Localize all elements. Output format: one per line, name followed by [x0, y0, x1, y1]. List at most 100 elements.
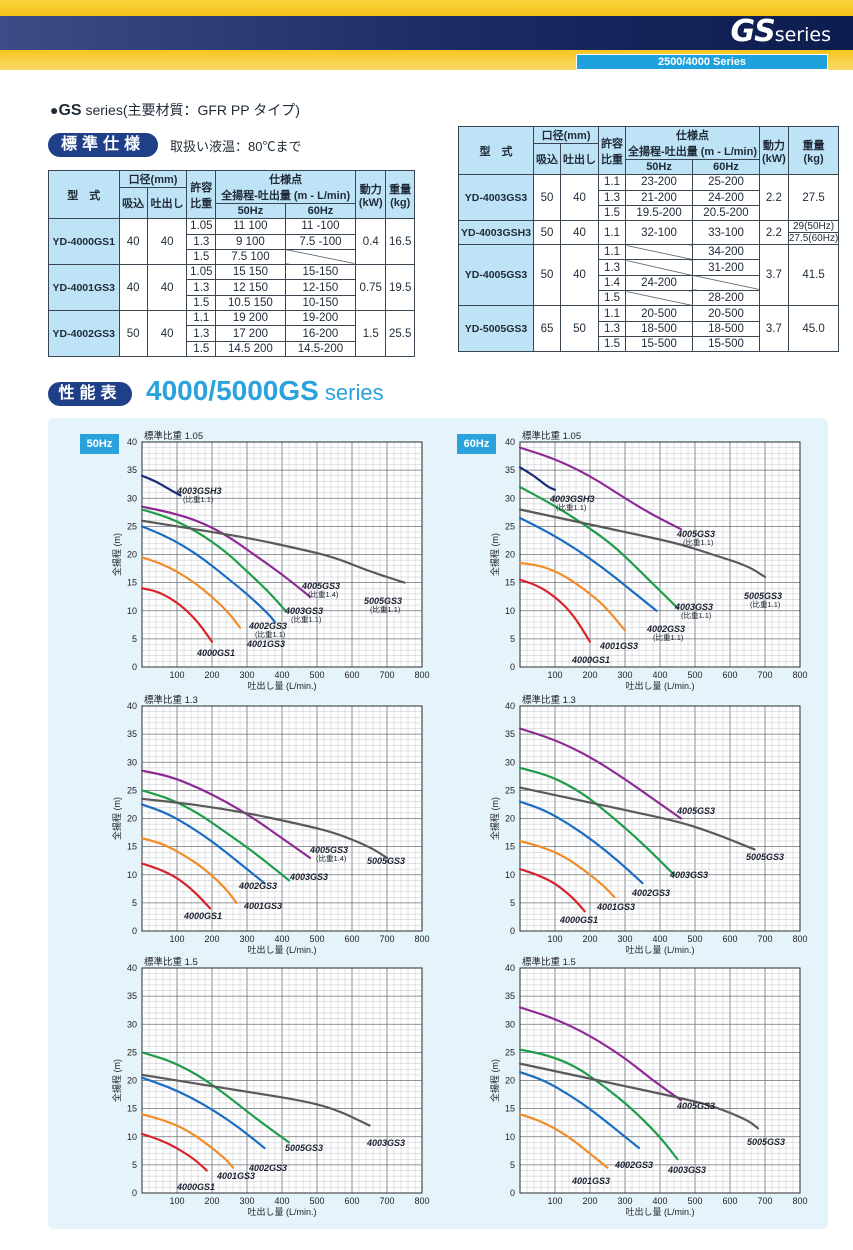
liquid-temp-note: 取扱い液温：80℃まで — [170, 139, 302, 154]
curve-label: 4005GS3 — [301, 581, 340, 591]
hz-tag-60: 60Hz — [457, 434, 496, 454]
y-tick-label: 15 — [127, 1104, 137, 1114]
series-4003GSH3 — [140, 474, 182, 497]
spec-section-label: 標準仕様 — [48, 133, 158, 157]
curve-label: 4003GS3 — [366, 1138, 405, 1148]
cell-suction: 50 — [533, 220, 562, 246]
cell-power: 2.2 — [758, 174, 789, 222]
x-tick-label: 500 — [687, 670, 702, 680]
y-tick-label: 40 — [127, 963, 137, 973]
cell-suction: 40 — [118, 218, 148, 266]
series-4005GS3 — [518, 1006, 683, 1102]
cell-power: 1.5 — [355, 310, 387, 357]
cell-50hz: 23-200 — [625, 174, 694, 191]
x-tick-label: 600 — [722, 670, 737, 680]
y-tick-label: 40 — [505, 701, 515, 711]
cell-sg: 1.5 — [186, 248, 217, 266]
table-row: 1.3 21-200 24-200 — [459, 189, 839, 206]
y-tick-label: 25 — [127, 1047, 137, 1057]
plot-border — [519, 705, 801, 932]
cell-sg: 1.1 — [186, 310, 217, 327]
cell-60hz: 15-500 — [692, 335, 760, 353]
table-row: YD-4002GS3 50 40 1.1 19 200 19-200 1.5 25.5 — [48, 310, 415, 357]
series-4003GS3 — [518, 1048, 679, 1161]
hz-tag-50: 50Hz — [80, 434, 119, 454]
table-row: 1.5 14.5 200 14.5-200 — [49, 340, 415, 357]
x-tick-label: 200 — [204, 670, 219, 680]
curve-label: 4003GSH3 — [176, 486, 222, 496]
y-tick-label: 35 — [127, 465, 137, 475]
table-row: YD-4005GS3 50 40 1.1 34-200 3.7 41.5 — [457, 244, 840, 307]
y-tick-label: 5 — [510, 634, 515, 644]
curve-sublabel: (比重1.1) — [370, 604, 401, 614]
series-4002GS3 — [518, 516, 658, 612]
cell-60hz: 20-500 — [692, 305, 760, 322]
series-4002GS3 — [518, 800, 644, 885]
cell-sg: 1.3 — [186, 279, 217, 296]
series-4000GS1 — [518, 868, 586, 913]
curve-label: 5005GS3 — [746, 852, 784, 862]
cell-discharge: 50 — [560, 305, 600, 353]
x-tick-label: 100 — [547, 670, 562, 680]
table-row: 1.5 7.5 100 — [49, 248, 415, 266]
curve-sublabel: (比重1.4) — [308, 589, 339, 599]
y-tick-label: 15 — [127, 578, 137, 588]
y-tick-label: 0 — [132, 1188, 137, 1198]
y-tick-label: 15 — [505, 578, 515, 588]
y-axis-label: 全揚程 (m) — [111, 533, 122, 576]
curve-label: 4001GS3 — [596, 902, 635, 912]
curve-label: 4001GS3 — [571, 1176, 610, 1186]
cell-sg: 1.3 — [186, 233, 217, 250]
cell-50hz: 18-500 — [625, 320, 694, 337]
table-row: YD-4000GS1 40 40 1.05 11 100 11 -100 0.4 16.5 — [48, 218, 415, 266]
y-tick-label: 15 — [505, 1104, 515, 1114]
table-row: 1.5 10.5 150 10-150 — [49, 294, 415, 312]
cell-suction: 50 — [533, 174, 562, 222]
series-4001GS3 — [518, 561, 627, 632]
cell-60hz — [692, 274, 760, 292]
cell-weight: 27.5 — [787, 174, 840, 222]
y-tick-label: 0 — [510, 1188, 515, 1198]
cell-60hz: 14.5-200 — [284, 340, 357, 357]
x-tick-label: 100 — [547, 934, 562, 944]
curve-label: 5005GS3 — [744, 591, 782, 601]
cell-discharge: 40 — [146, 310, 188, 357]
th-spec-point: 仕様点 全揚程-吐出量 (m - L/min) — [625, 126, 760, 160]
chart-title: 標準比重 1.05 — [522, 430, 581, 442]
x-tick-label: 700 — [379, 1196, 394, 1206]
x-tick-label: 200 — [582, 670, 597, 680]
x-tick-label: 600 — [722, 934, 737, 944]
th-60hz: 60Hz — [284, 202, 357, 220]
y-tick-label: 40 — [505, 437, 515, 447]
page-header: GSseries 2500/4000 Series — [0, 0, 853, 72]
table-row: 1.3 18-500 18-500 — [459, 320, 839, 337]
y-tick-label: 10 — [505, 1132, 515, 1142]
series-4002GS3 — [140, 1076, 266, 1150]
series-4005GS3 — [140, 769, 312, 859]
th-power: 動力 (kW) — [758, 125, 789, 176]
plot-border — [141, 967, 423, 1194]
x-axis-label: 吐出し量 (L/min.) — [247, 680, 316, 691]
x-tick-label: 600 — [722, 1196, 737, 1206]
cell-model: YD-4003GSH3 — [457, 220, 535, 246]
x-tick-label: 800 — [792, 1196, 807, 1206]
curve-label: 5005GS3 — [285, 1143, 323, 1153]
cell-power: 0.4 — [355, 218, 387, 266]
cell-50hz — [625, 290, 694, 307]
y-tick-label: 0 — [510, 926, 515, 936]
chart-60hz-sg105: 標準比重 1.05 0 5 10 15 20 25 30 35 40 100 200 300 400 500… — [489, 430, 808, 691]
cell-sg: 1.05 — [186, 218, 217, 235]
table-row: 1.4 24-200 — [459, 274, 839, 292]
cell-weight: 16.5 — [385, 218, 415, 266]
cell-sg: 1.5 — [598, 290, 627, 307]
y-tick-label: 10 — [127, 606, 137, 616]
x-tick-label: 300 — [239, 670, 254, 680]
x-tick-label: 800 — [414, 934, 429, 944]
x-tick-label: 600 — [344, 934, 359, 944]
curve-label: 4002GS3 — [238, 881, 277, 891]
x-tick-label: 300 — [239, 934, 254, 944]
y-tick-label: 30 — [127, 757, 137, 767]
cell-power: 2.2 — [758, 220, 789, 246]
x-tick-label: 600 — [344, 1196, 359, 1206]
y-tick-label: 20 — [505, 550, 515, 560]
